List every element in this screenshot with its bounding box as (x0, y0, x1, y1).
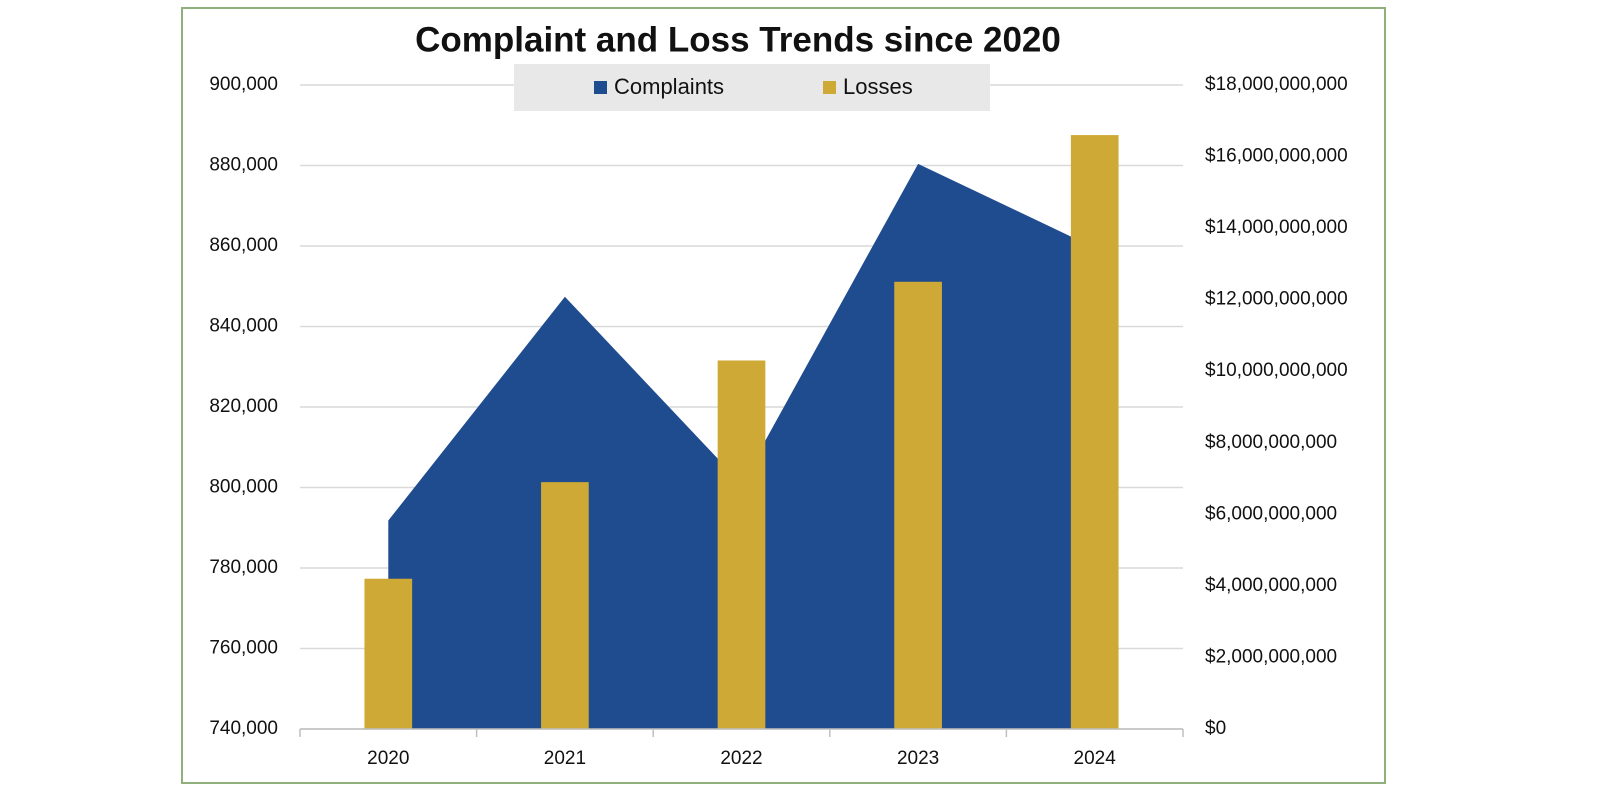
legend: Complaints Losses (514, 64, 990, 111)
y2-tick-label: $8,000,000,000 (1205, 432, 1337, 453)
y-tick-label: 820,000 (209, 396, 278, 417)
bar (364, 578, 413, 729)
y2-tick-label: $16,000,000,000 (1205, 146, 1348, 167)
y2-tick-label: $4,000,000,000 (1205, 575, 1337, 596)
y-tick-label: 780,000 (209, 557, 278, 578)
y2-tick-label: $10,000,000,000 (1205, 360, 1348, 381)
y-tick-label: 740,000 (209, 718, 278, 739)
y2-tick-label: $14,000,000,000 (1205, 217, 1348, 238)
y2-tick-label: $2,000,000,000 (1205, 646, 1337, 667)
x-tick-label: 2023 (897, 748, 939, 769)
legend-label: Losses (843, 74, 913, 99)
y2-tick-label: $0 (1205, 718, 1226, 739)
x-tick-label: 2020 (367, 748, 409, 769)
y2-tick-label: $18,000,000,000 (1205, 74, 1348, 95)
legend-swatch (823, 81, 836, 94)
chart-title: Complaint and Loss Trends since 2020 (415, 20, 1061, 59)
y-tick-label: 840,000 (209, 316, 278, 337)
legend-swatch (594, 81, 607, 94)
y2-tick-label: $6,000,000,000 (1205, 503, 1337, 524)
y-tick-label: 800,000 (209, 477, 278, 498)
bar (541, 482, 589, 729)
legend-box (514, 64, 990, 111)
legend-label: Complaints (614, 74, 724, 99)
bar (1070, 135, 1119, 730)
y-tick-label: 760,000 (209, 638, 278, 659)
x-tick-label: 2021 (544, 748, 586, 769)
y-tick-label: 860,000 (209, 235, 278, 256)
x-tick-label: 2024 (1074, 748, 1117, 769)
x-tick-label: 2022 (720, 748, 762, 769)
y-tick-label: 900,000 (209, 74, 278, 95)
y-tick-label: 880,000 (209, 155, 278, 176)
bar (894, 281, 942, 729)
y2-tick-label: $12,000,000,000 (1205, 289, 1348, 310)
bar (717, 360, 766, 729)
